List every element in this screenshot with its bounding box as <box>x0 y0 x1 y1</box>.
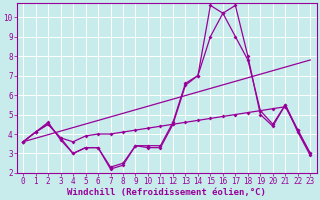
X-axis label: Windchill (Refroidissement éolien,°C): Windchill (Refroidissement éolien,°C) <box>67 188 266 197</box>
